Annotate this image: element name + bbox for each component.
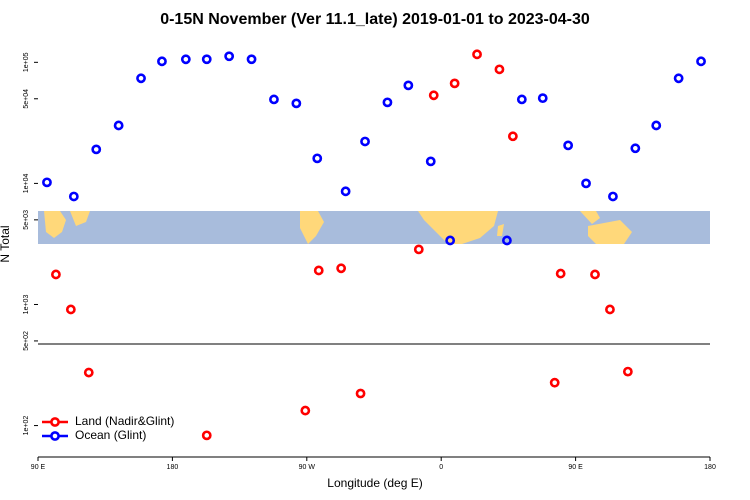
point xyxy=(472,49,482,60)
point xyxy=(537,93,548,104)
map-band xyxy=(38,211,710,244)
y-tick-label: 1e+02 xyxy=(23,416,30,436)
point xyxy=(502,235,512,246)
x-tick-label: 180 xyxy=(704,464,716,471)
x-tick-label: 90 E xyxy=(568,464,583,471)
point xyxy=(201,54,212,65)
point xyxy=(590,269,600,280)
legend-marker xyxy=(50,417,60,427)
point xyxy=(403,80,414,91)
y-tick-label: 5e+04 xyxy=(23,89,30,109)
point xyxy=(563,140,574,151)
point xyxy=(51,269,61,280)
x-tick-label: 90 E xyxy=(31,464,46,471)
point xyxy=(65,304,76,315)
point xyxy=(340,186,351,197)
point xyxy=(300,405,311,416)
point xyxy=(68,191,79,202)
point xyxy=(630,143,641,154)
y-tick-label: 1e+03 xyxy=(23,295,30,315)
y-tick-label: 5e+02 xyxy=(23,331,30,351)
legend-marker xyxy=(50,431,60,441)
point xyxy=(549,377,560,388)
point xyxy=(291,98,302,109)
x-tick-label: 0 xyxy=(439,464,443,471)
point xyxy=(113,120,124,131)
point xyxy=(507,131,518,142)
point xyxy=(91,144,102,155)
point xyxy=(555,268,566,279)
point xyxy=(622,366,633,377)
point xyxy=(360,136,370,147)
point xyxy=(494,64,505,75)
point xyxy=(312,153,323,164)
point xyxy=(581,178,591,189)
y-tick-label: 5e+03 xyxy=(23,210,30,230)
point xyxy=(83,367,94,378)
point xyxy=(449,78,460,89)
chart-title: 0-15N November (Ver 11.1_late) 2019-01-0… xyxy=(160,11,590,28)
point xyxy=(136,73,146,84)
point xyxy=(428,90,439,101)
point xyxy=(157,56,167,67)
point xyxy=(246,54,257,65)
point xyxy=(201,430,212,441)
point xyxy=(413,244,424,255)
x-axis-label: Longitude (deg E) xyxy=(327,476,422,490)
point xyxy=(224,51,235,62)
point xyxy=(516,94,527,105)
point xyxy=(696,56,706,67)
point xyxy=(180,54,191,65)
point xyxy=(445,235,456,246)
point xyxy=(608,191,618,202)
point xyxy=(651,120,662,131)
point xyxy=(336,263,347,274)
point xyxy=(425,156,436,167)
point xyxy=(269,94,279,105)
point xyxy=(355,388,366,399)
point xyxy=(313,265,324,276)
point xyxy=(605,304,615,315)
point xyxy=(42,177,52,188)
legend-label: Ocean (Glint) xyxy=(75,428,146,442)
x-tick-label: 90 W xyxy=(299,464,316,471)
point xyxy=(382,97,393,108)
point xyxy=(673,73,684,84)
y-tick-label: 1e+05 xyxy=(23,52,30,72)
legend-label: Land (Nadir&Glint) xyxy=(75,414,174,428)
x-tick-label: 180 xyxy=(167,464,179,471)
y-tick-label: 1e+04 xyxy=(23,173,30,193)
y-axis-label: N Total xyxy=(0,225,12,262)
